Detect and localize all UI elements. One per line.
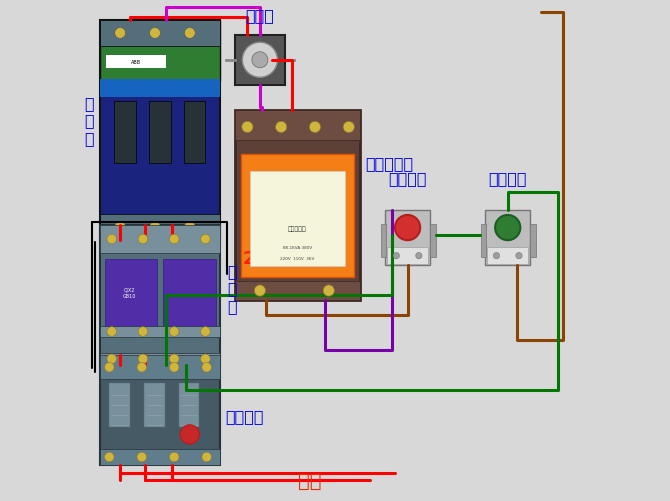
Text: 热继电器: 热继电器 bbox=[225, 408, 263, 423]
Bar bbox=[100, 80, 220, 98]
Circle shape bbox=[137, 363, 147, 372]
Bar bbox=[109, 383, 130, 427]
Circle shape bbox=[184, 222, 195, 232]
Bar bbox=[179, 383, 200, 427]
Bar bbox=[250, 171, 345, 267]
Bar bbox=[184, 102, 206, 163]
Circle shape bbox=[138, 354, 148, 364]
Text: CJX2
GB10: CJX2 GB10 bbox=[123, 287, 137, 298]
Circle shape bbox=[149, 29, 160, 39]
Circle shape bbox=[170, 354, 179, 364]
Text: 断
路
器: 断 路 器 bbox=[84, 96, 94, 145]
Bar bbox=[100, 225, 220, 365]
Circle shape bbox=[495, 215, 521, 240]
Bar bbox=[100, 355, 220, 465]
Circle shape bbox=[107, 327, 117, 337]
Circle shape bbox=[149, 222, 160, 232]
Circle shape bbox=[395, 215, 420, 240]
Circle shape bbox=[516, 253, 522, 260]
Text: 接
触
器: 接 触 器 bbox=[227, 264, 237, 313]
Circle shape bbox=[200, 354, 210, 364]
Circle shape bbox=[200, 234, 210, 244]
Circle shape bbox=[105, 452, 114, 462]
Bar bbox=[235, 36, 285, 86]
Bar bbox=[241, 154, 354, 278]
Circle shape bbox=[393, 253, 399, 260]
Circle shape bbox=[107, 234, 117, 244]
Circle shape bbox=[107, 354, 117, 364]
Circle shape bbox=[170, 327, 179, 337]
Bar bbox=[100, 326, 220, 338]
Circle shape bbox=[242, 122, 253, 133]
Circle shape bbox=[202, 363, 212, 372]
Text: 熍断器: 熍断器 bbox=[245, 8, 274, 23]
Text: BK-1KVA 380V: BK-1KVA 380V bbox=[283, 245, 312, 249]
Circle shape bbox=[105, 363, 114, 372]
Bar bbox=[163, 259, 216, 326]
Bar bbox=[530, 224, 535, 257]
Text: 220V: 220V bbox=[243, 249, 293, 268]
Circle shape bbox=[184, 29, 195, 39]
Circle shape bbox=[415, 253, 422, 260]
Circle shape bbox=[138, 234, 148, 244]
Bar bbox=[100, 355, 220, 380]
Text: ABB: ABB bbox=[131, 60, 141, 65]
Text: 隔离变压器: 隔离变压器 bbox=[365, 156, 413, 171]
Text: 负载: 负载 bbox=[298, 471, 322, 490]
Circle shape bbox=[170, 363, 179, 372]
Bar bbox=[485, 210, 530, 266]
Bar bbox=[100, 214, 220, 240]
Circle shape bbox=[180, 425, 200, 444]
Circle shape bbox=[170, 452, 179, 462]
Bar bbox=[480, 224, 486, 257]
Text: 启动按鈕: 启动按鈕 bbox=[488, 170, 527, 185]
Circle shape bbox=[252, 53, 268, 69]
Text: 220V  110V  36V: 220V 110V 36V bbox=[280, 257, 315, 261]
Bar bbox=[100, 21, 220, 47]
Circle shape bbox=[115, 222, 125, 232]
Circle shape bbox=[200, 327, 210, 337]
Bar bbox=[488, 248, 528, 265]
Text: 隔离变压器: 隔离变压器 bbox=[288, 225, 307, 231]
Circle shape bbox=[310, 122, 321, 133]
Bar bbox=[105, 259, 157, 326]
Bar bbox=[235, 111, 360, 301]
Bar bbox=[100, 353, 220, 365]
Bar bbox=[381, 224, 386, 257]
Circle shape bbox=[202, 452, 212, 462]
Bar bbox=[387, 248, 428, 265]
Bar bbox=[149, 102, 171, 163]
Circle shape bbox=[275, 122, 287, 133]
Bar bbox=[385, 210, 430, 266]
Bar bbox=[100, 21, 220, 240]
Bar bbox=[430, 224, 436, 257]
Circle shape bbox=[255, 286, 265, 297]
Circle shape bbox=[243, 43, 277, 78]
Bar bbox=[144, 383, 165, 427]
Circle shape bbox=[343, 122, 354, 133]
Bar bbox=[235, 282, 360, 301]
Bar bbox=[100, 21, 220, 82]
Circle shape bbox=[137, 452, 147, 462]
Bar bbox=[235, 111, 360, 141]
Circle shape bbox=[115, 29, 125, 39]
Circle shape bbox=[493, 253, 500, 260]
Circle shape bbox=[170, 234, 179, 244]
Bar bbox=[106, 56, 165, 69]
Bar bbox=[114, 102, 136, 163]
Bar bbox=[100, 225, 220, 254]
Text: 停止按鈕: 停止按鈕 bbox=[389, 170, 427, 185]
Circle shape bbox=[138, 327, 148, 337]
Bar bbox=[100, 449, 220, 465]
Circle shape bbox=[323, 286, 334, 297]
